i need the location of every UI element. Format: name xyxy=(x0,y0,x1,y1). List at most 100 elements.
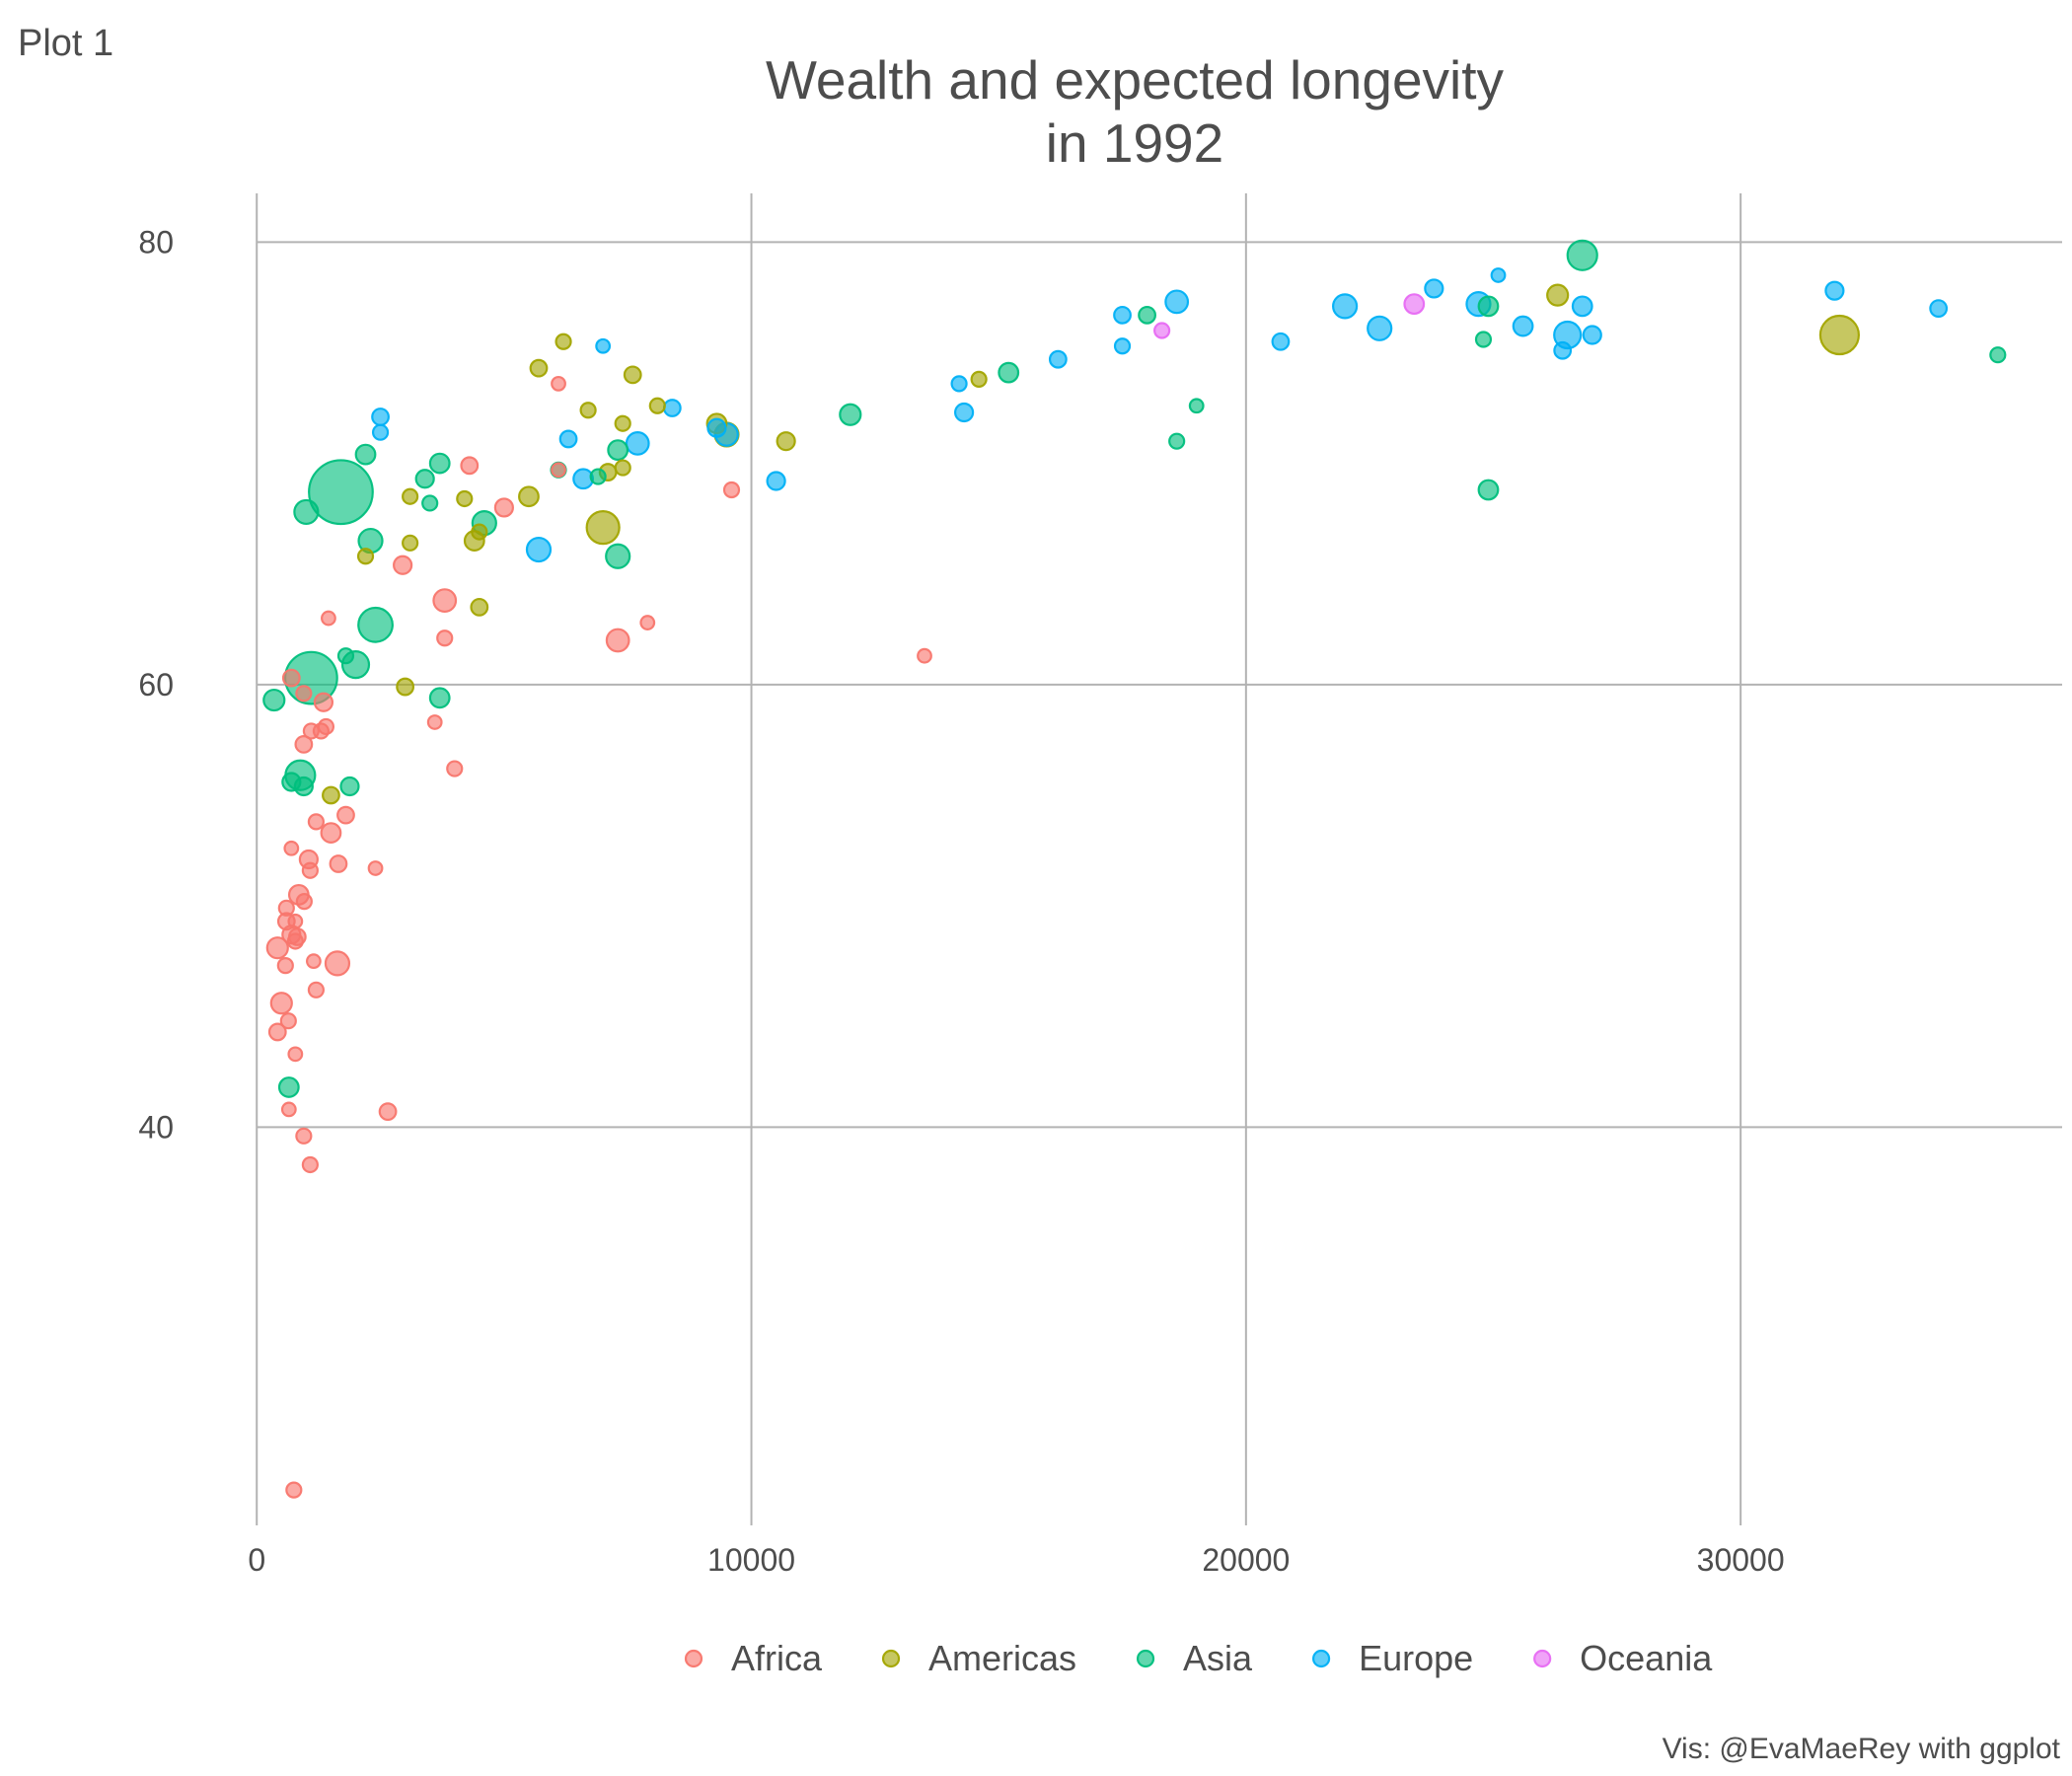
point-africa xyxy=(287,1046,304,1063)
point-africa xyxy=(294,734,314,754)
point-americas xyxy=(585,510,621,546)
point-europe xyxy=(1490,267,1507,283)
point-europe xyxy=(595,337,612,354)
point-africa xyxy=(301,861,319,879)
point-asia xyxy=(293,776,314,797)
point-africa xyxy=(436,629,454,647)
point-africa xyxy=(277,899,295,917)
point-africa xyxy=(378,1102,398,1122)
point-asia xyxy=(428,452,451,475)
point-asia xyxy=(262,688,286,712)
point-asia xyxy=(336,647,355,665)
x-tick-label-10000: 10000 xyxy=(707,1542,795,1578)
point-africa xyxy=(722,481,741,499)
point-europe xyxy=(625,431,650,456)
point-africa xyxy=(302,722,320,740)
point-africa xyxy=(446,760,464,777)
point-europe xyxy=(371,423,390,441)
point-asia xyxy=(354,443,377,466)
point-europe xyxy=(1929,299,1949,319)
point-americas xyxy=(471,523,488,541)
chart-title-line-1: Wealth and expected longevity xyxy=(766,49,1505,111)
point-asia xyxy=(607,439,629,462)
point-europe xyxy=(706,417,727,438)
point-africa xyxy=(917,647,932,664)
point-europe xyxy=(1113,337,1132,355)
point-africa xyxy=(283,840,300,856)
point-africa xyxy=(321,610,336,627)
point-americas xyxy=(356,548,375,565)
point-asia xyxy=(605,543,631,569)
caption: Vis: @EvaMaeRey with ggplot xyxy=(1663,1733,2061,1765)
point-africa xyxy=(267,1022,287,1042)
point-asia xyxy=(357,606,394,643)
point-europe xyxy=(1424,278,1444,299)
point-africa xyxy=(269,992,293,1015)
point-africa xyxy=(329,854,348,873)
y-tick-label-80: 80 xyxy=(138,224,174,259)
legend-label-asia: Asia xyxy=(1183,1638,1253,1678)
point-africa xyxy=(551,462,566,479)
point-europe xyxy=(1512,315,1534,337)
point-asia xyxy=(414,469,435,489)
tick-labels: 40 60 80 0 10000 20000 30000 xyxy=(138,224,1784,1578)
x-tick-label-30000: 30000 xyxy=(1697,1542,1785,1578)
point-africa xyxy=(324,950,351,977)
data-points xyxy=(262,239,2007,1499)
point-africa xyxy=(276,957,294,975)
point-asia xyxy=(998,361,1020,384)
point-oceania xyxy=(1403,293,1426,316)
legend-key-oceania xyxy=(1533,1649,1552,1668)
point-africa xyxy=(605,628,630,653)
point-americas xyxy=(623,365,642,385)
point-europe xyxy=(1824,280,1845,301)
point-africa xyxy=(305,953,322,970)
point-africa xyxy=(432,588,458,614)
legend-label-oceania: Oceania xyxy=(1580,1638,1713,1678)
point-africa xyxy=(551,375,566,392)
point-africa xyxy=(281,668,301,688)
point-africa xyxy=(301,1155,319,1174)
point-americas xyxy=(555,333,572,350)
point-africa xyxy=(336,805,355,825)
point-americas xyxy=(614,459,631,477)
point-europe xyxy=(662,399,682,417)
point-africa xyxy=(286,932,304,950)
point-africa xyxy=(367,860,384,876)
point-europe xyxy=(1332,293,1359,320)
point-europe xyxy=(1164,289,1190,315)
point-asia xyxy=(277,1076,300,1098)
point-africa xyxy=(313,692,334,712)
legend-label-americas: Americas xyxy=(928,1638,1076,1678)
point-europe xyxy=(1571,295,1593,318)
point-europe xyxy=(558,429,578,449)
gridlines xyxy=(256,193,2062,1525)
legend: Africa Americas Asia Europe Oceania xyxy=(684,1638,1713,1678)
point-americas xyxy=(648,397,666,414)
point-asia xyxy=(1477,295,1500,318)
point-africa xyxy=(295,893,313,911)
point-africa xyxy=(265,936,289,960)
plot-tag: Plot 1 xyxy=(18,23,113,64)
point-asia xyxy=(1168,432,1186,450)
point-americas xyxy=(322,785,340,805)
point-americas xyxy=(529,358,549,378)
legend-label-europe: Europe xyxy=(1359,1638,1473,1678)
point-africa xyxy=(285,1481,303,1499)
point-asia xyxy=(308,459,374,526)
legend-key-europe xyxy=(1311,1649,1331,1668)
point-americas xyxy=(396,677,415,697)
x-tick-label-0: 0 xyxy=(248,1542,265,1578)
point-asia xyxy=(589,468,607,485)
point-oceania xyxy=(1153,322,1171,339)
x-tick-label-20000: 20000 xyxy=(1202,1542,1290,1578)
point-americas xyxy=(614,414,631,432)
point-asia xyxy=(428,687,451,709)
point-africa xyxy=(639,615,656,630)
point-asia xyxy=(1566,239,1598,271)
point-europe xyxy=(766,471,786,491)
point-americas xyxy=(456,489,474,508)
point-americas xyxy=(470,597,489,617)
point-asia xyxy=(1989,346,2007,364)
legend-key-americas xyxy=(881,1649,901,1668)
